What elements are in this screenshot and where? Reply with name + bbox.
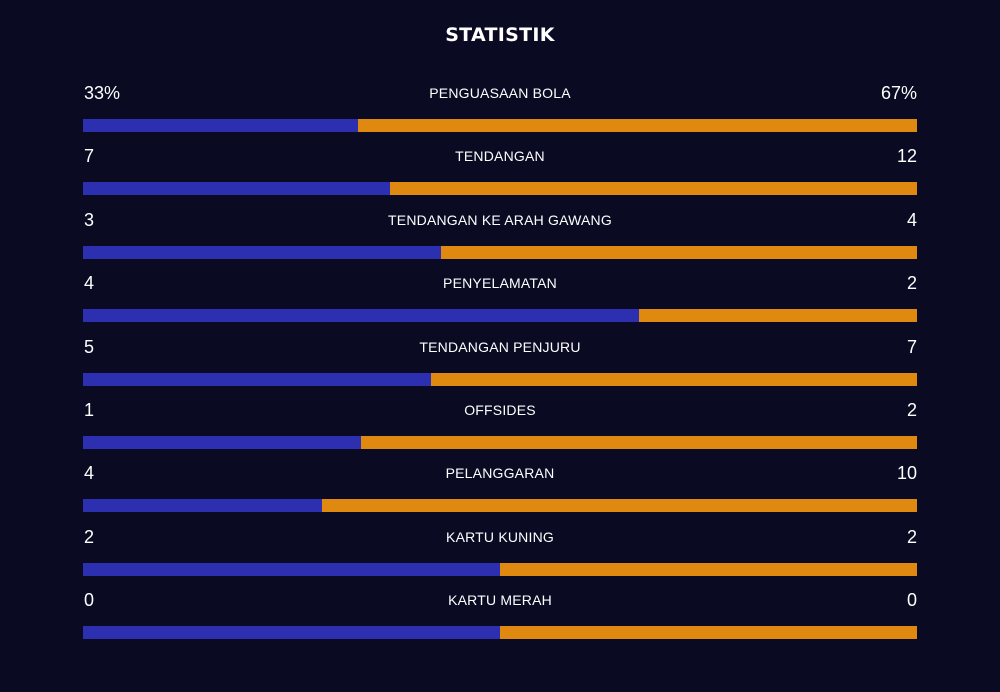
away-value: 0 (906, 590, 917, 611)
stat-row: PELANGGARAN 4 10 (83, 461, 917, 524)
away-value: 2 (906, 399, 917, 420)
away-value: 2 (906, 273, 917, 294)
home-value: 1 (84, 399, 95, 420)
home-value: 4 (84, 463, 95, 484)
home-value: 33% (84, 83, 121, 103)
comparison-bar (83, 182, 917, 196)
stat-label: PENYELAMATAN (443, 275, 557, 292)
away-value: 10 (896, 463, 917, 484)
home-bar-fill (83, 562, 500, 576)
stat-row: PENYELAMATAN 4 2 (83, 271, 917, 334)
stat-header: PELANGGARAN 4 10 (83, 461, 917, 486)
stat-row: KARTU MERAH 0 0 (83, 588, 917, 651)
stat-header: PENGUASAAN BOLA 33% 67% (83, 81, 917, 106)
stat-header: KARTU MERAH 0 0 (83, 588, 917, 613)
stat-label: PELANGGARAN (445, 465, 555, 482)
comparison-bar (83, 119, 917, 132)
statistics-title: STATISTIK (445, 24, 555, 46)
comparison-bar (83, 372, 917, 386)
stat-header: KARTU KUNING 2 2 (83, 525, 917, 550)
comparison-bar (83, 435, 917, 449)
home-value: 7 (84, 146, 95, 167)
stat-row: TENDANGAN PENJURU 5 7 (83, 335, 917, 398)
stat-header: TENDANGAN PENJURU 5 7 (83, 335, 917, 360)
stat-label: TENDANGAN PENJURU (419, 338, 581, 355)
home-bar-fill (83, 119, 359, 132)
home-value: 3 (84, 209, 95, 230)
home-bar-fill (83, 499, 322, 513)
stat-row: PENGUASAAN BOLA 33% 67% (83, 81, 917, 144)
away-bar-fill (639, 309, 917, 323)
home-bar-fill (83, 435, 361, 449)
away-bar-fill (360, 435, 917, 449)
stat-row: KARTU KUNING 2 2 (83, 525, 917, 588)
home-value: 4 (84, 273, 95, 294)
away-value: 12 (896, 146, 917, 167)
stat-label: KARTU MERAH (448, 592, 552, 609)
home-bar-fill (83, 626, 500, 640)
away-bar-fill (440, 245, 917, 259)
home-value: 2 (84, 526, 95, 547)
comparison-bar (83, 626, 917, 640)
home-bar-fill (83, 372, 431, 386)
statistics-list: PENGUASAAN BOLA 33% 67% TENDANGAN 7 12 TENDANG… (83, 81, 917, 652)
away-value: 7 (906, 336, 917, 357)
stat-row: OFFSIDES 1 2 (83, 398, 917, 461)
home-value: 0 (84, 590, 95, 611)
home-bar-fill (83, 309, 640, 323)
stat-row: TENDANGAN 7 12 (83, 144, 917, 207)
stat-header: OFFSIDES 1 2 (83, 398, 917, 423)
away-bar-fill (500, 626, 917, 640)
comparison-bar (83, 245, 917, 259)
away-value: 4 (906, 209, 917, 230)
stat-label: KARTU KUNING (446, 528, 554, 545)
stat-label: TENDANGAN (455, 148, 545, 165)
stat-header: TENDANGAN KE ARAH GAWANG 3 4 (83, 208, 917, 233)
stat-header: PENYELAMATAN 4 2 (83, 271, 917, 296)
comparison-bar (83, 499, 917, 513)
stat-label: OFFSIDES (464, 401, 536, 418)
away-bar-fill (358, 119, 917, 132)
away-bar-fill (321, 499, 917, 513)
home-bar-fill (83, 182, 390, 196)
away-bar-fill (500, 562, 917, 576)
stat-label: PENGUASAAN BOLA (429, 85, 571, 101)
away-value: 67% (880, 83, 917, 103)
comparison-bar (83, 562, 917, 576)
stat-label: TENDANGAN KE ARAH GAWANG (388, 211, 612, 228)
away-value: 2 (906, 526, 917, 547)
away-bar-fill (430, 372, 917, 386)
home-value: 5 (84, 336, 95, 357)
stat-row: TENDANGAN KE ARAH GAWANG 3 4 (83, 208, 917, 271)
home-bar-fill (83, 245, 441, 259)
comparison-bar (83, 309, 917, 323)
stat-header: TENDANGAN 7 12 (83, 144, 917, 169)
away-bar-fill (389, 182, 917, 196)
